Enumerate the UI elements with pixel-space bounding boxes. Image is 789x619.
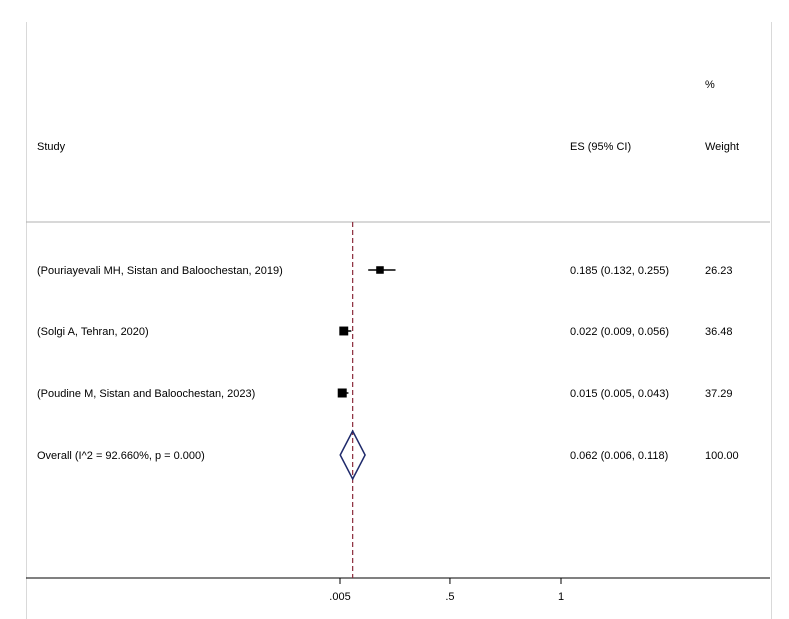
- study-weight: 26.23: [705, 265, 733, 277]
- es-column-header: ES (95% CI): [570, 141, 631, 153]
- overall-diamond: [339, 429, 366, 481]
- study-label: (Poudine M, Sistan and Baloochestan, 202…: [37, 388, 255, 400]
- x-tick-label: .5: [445, 591, 454, 603]
- study-label: (Solgi A, Tehran, 2020): [37, 326, 149, 338]
- study-weight: 36.48: [705, 326, 733, 338]
- study-column-header: Study: [37, 141, 66, 153]
- study-row: (Solgi A, Tehran, 2020) 0.022 (0.009, 0.…: [37, 326, 733, 338]
- study-es-ci: 0.185 (0.132, 0.255): [570, 265, 669, 277]
- overall-label: Overall (I^2 = 92.660%, p = 0.000): [37, 450, 205, 462]
- overall-row: Overall (I^2 = 92.660%, p = 0.000) 0.062…: [37, 450, 739, 462]
- forest-plot-panel: [26, 22, 772, 619]
- study-row: (Pouriayevali MH, Sistan and Baloochesta…: [37, 265, 733, 277]
- study-effect-marker: [337, 388, 347, 398]
- study-row: (Poudine M, Sistan and Baloochestan, 202…: [37, 388, 733, 400]
- study-label: (Pouriayevali MH, Sistan and Baloochesta…: [37, 265, 283, 277]
- weight-percent-header: %: [705, 79, 715, 91]
- study-effect-marker: [376, 266, 384, 274]
- study-es-ci: 0.022 (0.009, 0.056): [570, 326, 669, 338]
- x-tick-label: 1: [558, 591, 564, 603]
- study-es-ci: 0.015 (0.005, 0.043): [570, 388, 669, 400]
- x-tick-label: .005: [329, 591, 350, 603]
- study-weight: 37.29: [705, 388, 733, 400]
- weight-column-header: Weight: [705, 141, 739, 153]
- overall-es-ci: 0.062 (0.006, 0.118): [570, 450, 668, 462]
- overall-weight: 100.00: [705, 450, 739, 462]
- study-effect-marker: [339, 326, 349, 336]
